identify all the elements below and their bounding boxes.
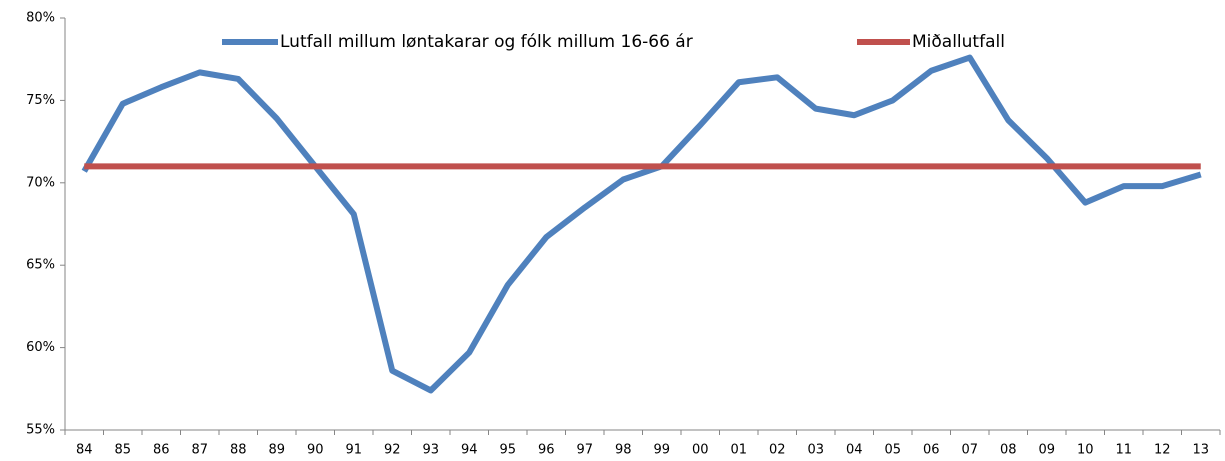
x-tick-label: 91 xyxy=(345,443,362,458)
x-tick-label: 09 xyxy=(1038,443,1055,458)
x-tick-label: 88 xyxy=(230,443,247,458)
y-tick-label: 60% xyxy=(26,340,55,355)
x-tick-label: 12 xyxy=(1154,443,1171,458)
x-tick-label: 86 xyxy=(153,443,170,458)
x-tick-label: 93 xyxy=(422,443,439,458)
x-tick-label: 13 xyxy=(1192,443,1209,458)
x-tick-label: 06 xyxy=(923,443,940,458)
x-tick-label: 01 xyxy=(730,443,747,458)
y-tick-label: 75% xyxy=(26,93,55,108)
x-tick-label: 85 xyxy=(114,443,131,458)
x-tick-label: 03 xyxy=(807,443,824,458)
x-tick-label: 92 xyxy=(384,443,401,458)
x-tick-label: 90 xyxy=(307,443,324,458)
x-tick-label: 96 xyxy=(538,443,555,458)
legend-label: Lutfall millum løntakarar og fólk millum… xyxy=(280,32,693,52)
x-tick-label: 94 xyxy=(461,443,478,458)
y-tick-label: 65% xyxy=(26,258,55,273)
x-tick-label: 99 xyxy=(653,443,670,458)
x-tick-label: 87 xyxy=(191,443,208,458)
x-tick-label: 84 xyxy=(76,443,93,458)
x-tick-label: 10 xyxy=(1077,443,1094,458)
legend-label: Miðallutfall xyxy=(912,32,1005,52)
x-tick-label: 00 xyxy=(692,443,709,458)
x-tick-label: 89 xyxy=(268,443,285,458)
x-tick-label: 98 xyxy=(615,443,632,458)
x-tick-label: 07 xyxy=(961,443,978,458)
x-tick-label: 11 xyxy=(1115,443,1132,458)
x-tick-label: 97 xyxy=(576,443,593,458)
x-tick-label: 05 xyxy=(884,443,901,458)
y-tick-label: 80% xyxy=(26,11,55,26)
y-tick-label: 55% xyxy=(26,423,55,438)
x-tick-label: 95 xyxy=(499,443,516,458)
x-tick-label: 08 xyxy=(1000,443,1017,458)
series-line xyxy=(81,54,1202,394)
y-tick-label: 70% xyxy=(26,175,55,190)
x-tick-label: 04 xyxy=(846,443,863,458)
x-tick-label: 02 xyxy=(769,443,786,458)
